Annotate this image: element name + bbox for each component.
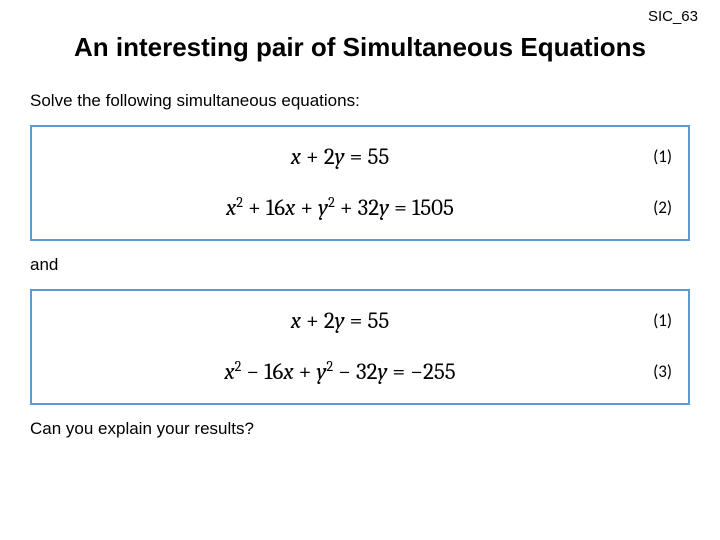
doc-code: SIC_63 [648, 8, 698, 25]
equation: x2 + 16x + y2 + 32y = 1505 [48, 194, 632, 221]
equation-label: (1) [632, 310, 672, 331]
equation: x + 2y = 55 [48, 307, 632, 334]
page-title: An interesting pair of Simultaneous Equa… [30, 32, 690, 63]
page: SIC_63 An interesting pair of Simultaneo… [0, 0, 720, 540]
equation-label: (3) [632, 361, 672, 382]
equation: x2 − 16x + y2 − 32y = −255 [48, 358, 632, 385]
equation-row: x + 2y = 55(1) [48, 301, 672, 340]
equation-box-2: x + 2y = 55(1) x2 − 16x + y2 − 32y = −255… [30, 289, 690, 405]
equation: x + 2y = 55 [48, 143, 632, 170]
equation-row: x2 − 16x + y2 − 32y = −255(3) [48, 352, 672, 391]
connector-text: and [30, 255, 690, 275]
equation-box-1: x + 2y = 55(1) x2 + 16x + y2 + 32y = 1505… [30, 125, 690, 241]
closing-text: Can you explain your results? [30, 419, 690, 439]
equation-row: x + 2y = 55(1) [48, 137, 672, 176]
intro-text: Solve the following simultaneous equatio… [30, 91, 690, 111]
equation-label: (1) [632, 146, 672, 167]
equation-label: (2) [632, 197, 672, 218]
equation-row: x2 + 16x + y2 + 32y = 1505(2) [48, 188, 672, 227]
